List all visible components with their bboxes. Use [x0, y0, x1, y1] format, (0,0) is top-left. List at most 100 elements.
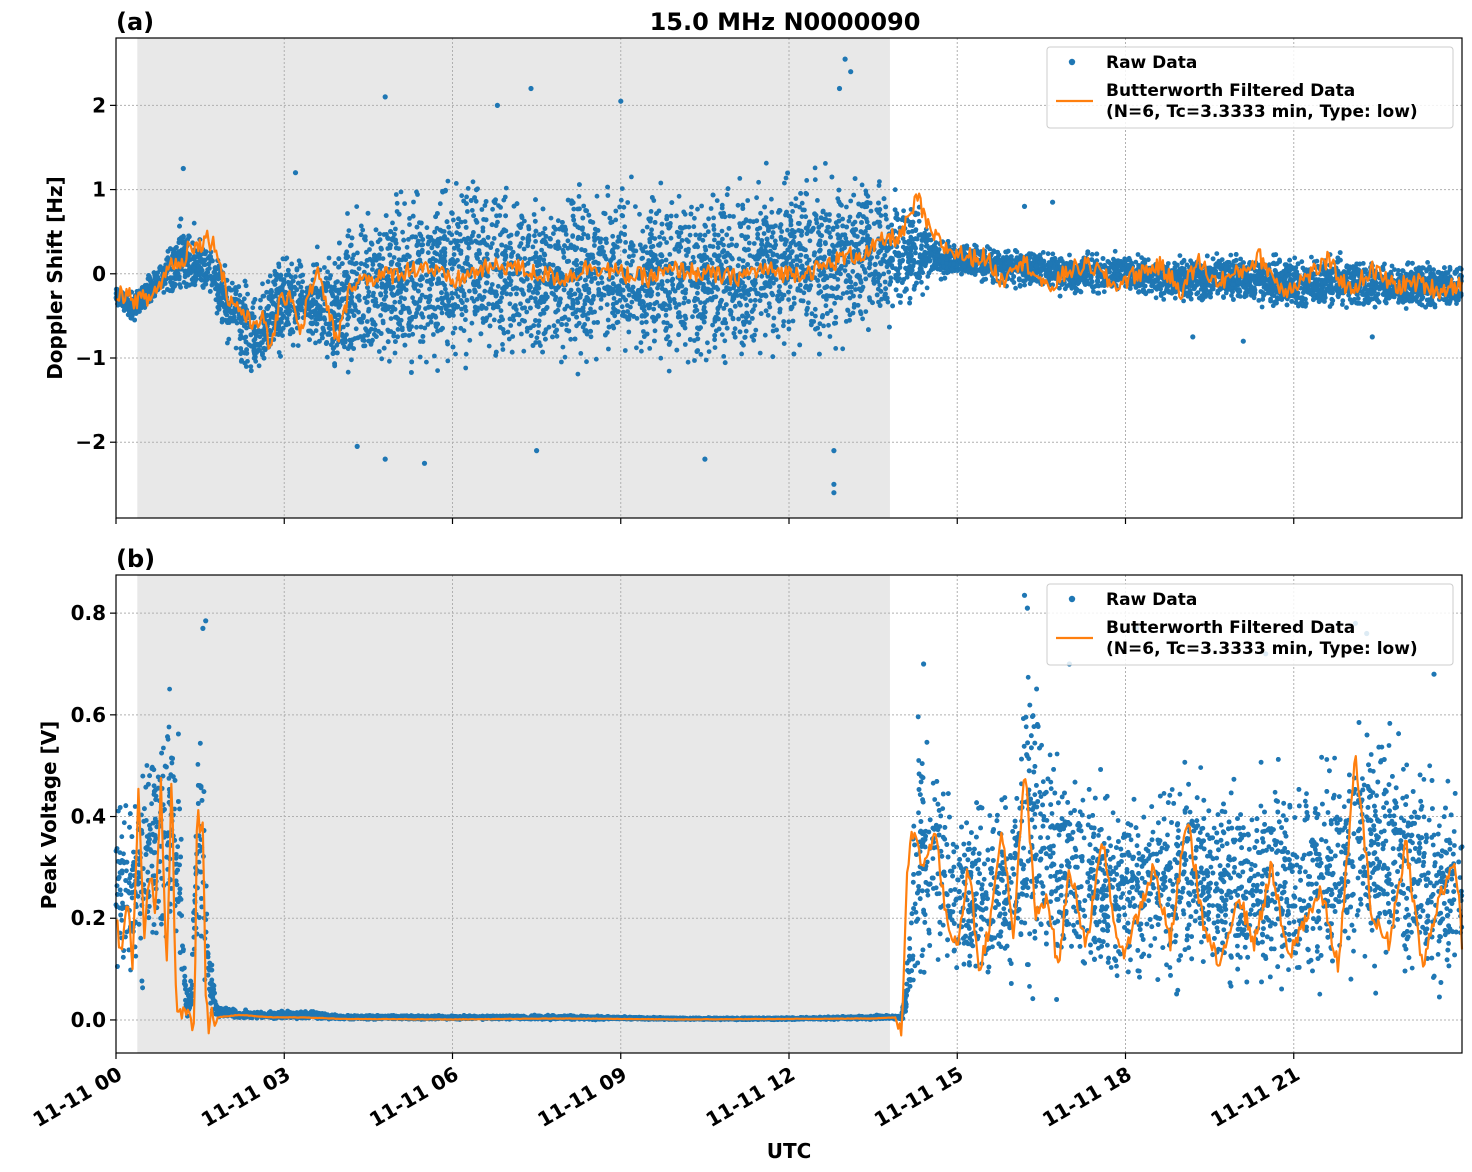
raw-data-point [516, 321, 522, 327]
raw-data-point [511, 317, 517, 323]
raw-data-point [1161, 297, 1167, 302]
raw-data-point [349, 294, 355, 300]
raw-data-point [471, 230, 476, 235]
raw-data-point [490, 206, 495, 212]
raw-data-point [846, 218, 852, 224]
raw-data-point [376, 349, 382, 354]
raw-data-point [594, 193, 600, 199]
raw-data-point [539, 247, 544, 253]
raw-data-point [296, 258, 302, 264]
raw-data-point [450, 330, 456, 336]
raw-data-point [723, 259, 729, 265]
raw-data-point [1153, 295, 1159, 301]
raw-data-point [495, 283, 501, 289]
raw-data-point [321, 315, 327, 321]
panel-a-y-tick-label: −2 [75, 430, 106, 454]
raw-data-point [663, 312, 669, 318]
raw-data-point [746, 240, 752, 246]
raw-data-point [816, 283, 822, 289]
raw-data-point [736, 256, 742, 262]
raw-data-point [915, 260, 921, 265]
raw-data-point [593, 356, 599, 362]
raw-data-point [643, 244, 648, 250]
raw-data-point [629, 299, 635, 305]
raw-data-point [241, 296, 247, 302]
raw-data-point [289, 261, 295, 267]
raw-data-point [892, 187, 898, 193]
raw-data-point [655, 291, 661, 297]
raw-data-point [671, 297, 677, 302]
raw-data-point [451, 217, 456, 223]
raw-data-point [721, 354, 727, 359]
raw-data-point [711, 223, 716, 228]
raw-data-point [605, 193, 611, 198]
raw-data-point [295, 343, 301, 348]
panel-a-night-shading [137, 38, 890, 518]
raw-data-point [809, 311, 815, 317]
raw-data-point [826, 322, 831, 328]
raw-data-point [415, 192, 420, 197]
raw-data-point [443, 286, 448, 292]
raw-data-point [698, 352, 704, 357]
raw-data-point [664, 336, 669, 342]
raw-data-point [812, 165, 818, 171]
raw-data-point [724, 232, 730, 238]
raw-data-point [226, 336, 232, 342]
raw-data-point [858, 309, 863, 315]
panel-a-y-tick-label: 2 [92, 93, 106, 117]
raw-data-point [713, 294, 719, 300]
raw-data-point [812, 177, 818, 183]
raw-data-point [656, 243, 662, 248]
raw-data-point [685, 359, 691, 365]
raw-data-point [807, 238, 813, 244]
raw-data-point [366, 289, 372, 295]
raw-data-point [695, 290, 700, 296]
raw-data-point [491, 317, 497, 323]
raw-data-point [630, 258, 635, 264]
raw-data-point [572, 291, 578, 297]
raw-data-point [346, 314, 352, 320]
raw-data-point [346, 228, 352, 234]
raw-data-point [643, 319, 649, 325]
raw-data-point [1089, 252, 1095, 257]
raw-data-point [695, 206, 700, 212]
raw-data-point [897, 265, 903, 270]
raw-data-point [795, 286, 801, 291]
raw-data-point [354, 204, 360, 210]
raw-data-point [832, 300, 837, 306]
raw-data-point [752, 297, 758, 303]
raw-data-point [665, 278, 670, 284]
raw-data-point [233, 345, 239, 351]
raw-data-point [442, 282, 447, 288]
raw-data-point [801, 290, 807, 296]
raw-data-point [469, 208, 475, 213]
raw-data-point [783, 175, 789, 181]
raw-data-point [358, 223, 364, 229]
raw-data-point [383, 294, 389, 299]
raw-data-point [652, 328, 658, 334]
raw-data-point [1259, 304, 1265, 310]
raw-data-point [689, 204, 694, 210]
raw-data-point [664, 240, 669, 245]
raw-data-point [790, 318, 796, 324]
raw-data-point [763, 160, 769, 166]
raw-data-point [555, 218, 561, 224]
raw-data-point [577, 206, 582, 212]
raw-data-point [396, 262, 402, 267]
raw-data-point [307, 328, 313, 334]
raw-data-point [553, 297, 558, 302]
raw-data-point [459, 193, 465, 199]
raw-data-point [424, 225, 430, 231]
raw-data-point [508, 232, 514, 238]
raw-data-point [530, 244, 536, 250]
raw-data-point [486, 343, 492, 349]
raw-data-point [248, 364, 254, 369]
raw-data-point [769, 196, 774, 202]
raw-data-point [267, 273, 273, 279]
raw-data-point [694, 331, 700, 337]
raw-data-point [521, 348, 527, 354]
raw-data-point [606, 346, 611, 352]
raw-data-point [324, 354, 330, 360]
